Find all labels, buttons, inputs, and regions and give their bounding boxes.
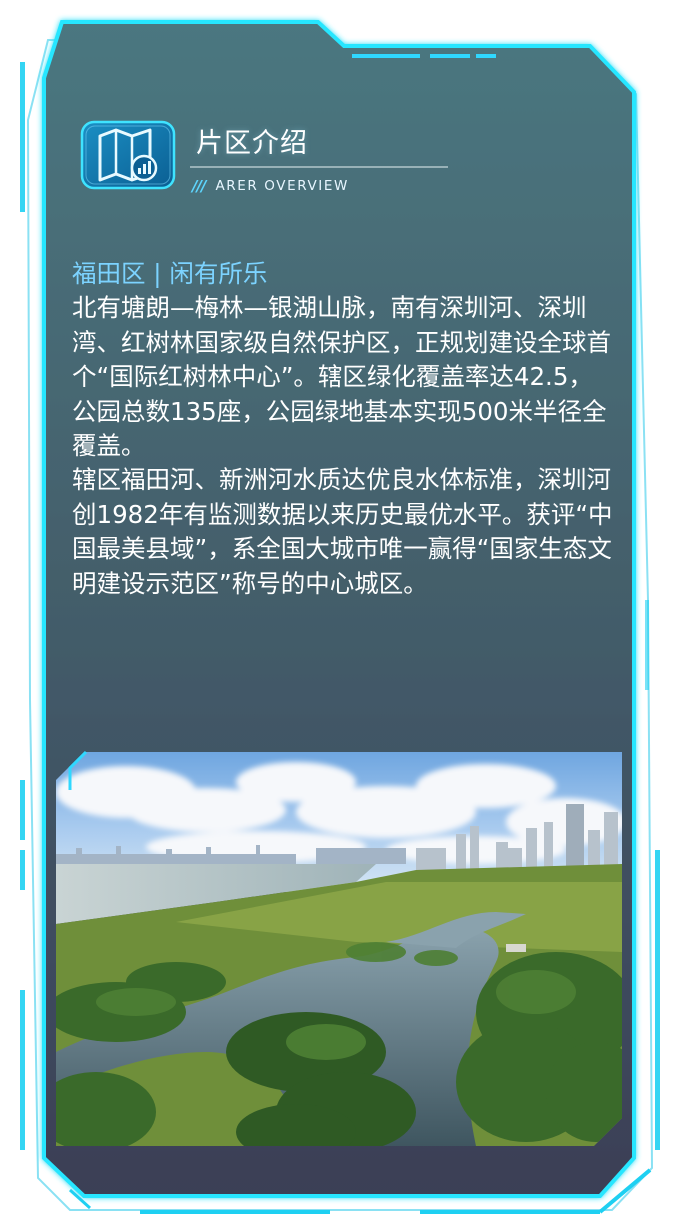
mangrove-photo bbox=[56, 752, 622, 1146]
map-chart-icon bbox=[78, 118, 178, 192]
slash-decoration-icon: /// bbox=[192, 177, 206, 195]
paragraph-water-quality: 辖区福田河、新洲河水质达优良水体标准，深圳河创1982年有监测数据以来历史最优水… bbox=[72, 465, 613, 598]
district-heading: 福田区 | 闲有所乐 bbox=[72, 259, 268, 288]
paragraph-ecology: 北有塘朗—梅林—银湖山脉，南有深圳河、深圳湾、红树林国家级自然保护区，正规划建设… bbox=[72, 293, 611, 461]
section-subtitle: /// ARER OVERVIEW bbox=[192, 176, 349, 196]
subtitle-text: ARER OVERVIEW bbox=[215, 178, 349, 194]
section-title: 片区介绍 bbox=[196, 128, 308, 159]
intro-content: 福田区 | 闲有所乐 北有塘朗—梅林—银湖山脉，南有深圳河、深圳湾、红树林国家级… bbox=[72, 257, 617, 601]
